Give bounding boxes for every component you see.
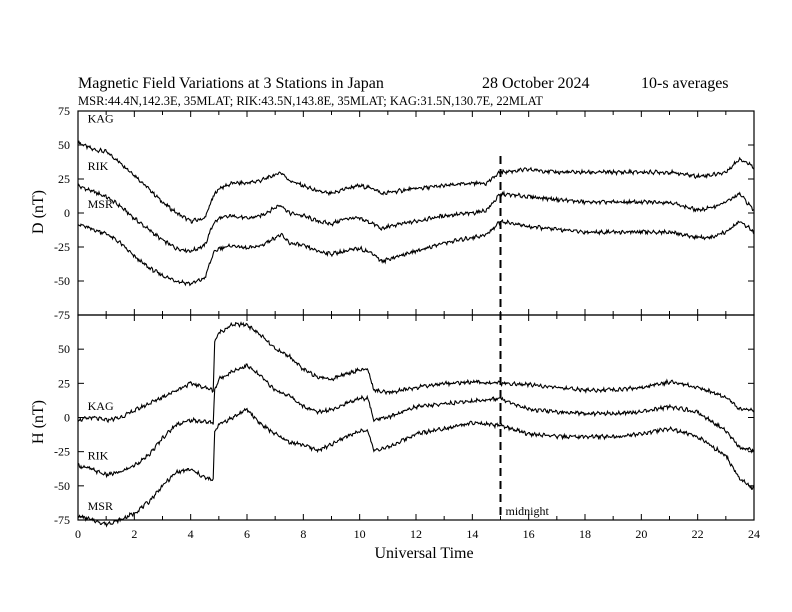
y-tick-label: 50 — [58, 342, 70, 356]
y-tick-label: -50 — [54, 274, 70, 288]
x-tick-label: 14 — [466, 527, 478, 541]
stations-subtitle: MSR:44.4N,142.3E, 35MLAT; RIK:43.5N,143.… — [78, 94, 543, 108]
x-tick-label: 18 — [579, 527, 591, 541]
x-tick-label: 2 — [131, 527, 137, 541]
chart-date: 28 October 2024 — [482, 75, 590, 92]
series-line-rik — [77, 183, 755, 254]
y-tick-label: -75 — [54, 308, 70, 322]
y-tick-label: 50 — [58, 138, 70, 152]
y-tick-label: -75 — [54, 513, 70, 527]
y-tick-label: 75 — [58, 104, 70, 118]
series-line-msr — [77, 219, 755, 287]
x-tick-label: 10 — [354, 527, 366, 541]
series-line-kag — [77, 321, 755, 424]
series-label-kag: KAG — [88, 111, 114, 125]
series-label-msr: MSR — [88, 197, 113, 211]
x-tick-label: 4 — [188, 527, 194, 541]
x-tick-label: 22 — [692, 527, 704, 541]
x-tick-label: 16 — [523, 527, 535, 541]
series-line-rik — [77, 363, 755, 479]
midnight-label: midnight — [506, 504, 550, 518]
x-tick-label: 8 — [300, 527, 306, 541]
y-tick-label: -50 — [54, 479, 70, 493]
x-tick-label: 20 — [635, 527, 647, 541]
series-label-rik: RIK — [88, 159, 109, 173]
series-line-msr — [77, 407, 755, 528]
x-tick-label: 24 — [748, 527, 760, 541]
series-line-kag — [77, 140, 755, 224]
y-tick-label: 25 — [58, 376, 70, 390]
chart-averaging: 10-s averages — [641, 75, 729, 92]
x-tick-label: 0 — [75, 527, 81, 541]
series-label-msr: MSR — [88, 499, 113, 513]
y-axis-label-d: D (nT) — [30, 190, 47, 234]
y-tick-label: -25 — [54, 240, 70, 254]
y-tick-label: 0 — [64, 411, 70, 425]
y-tick-label: 25 — [58, 172, 70, 186]
chart-title: Magnetic Field Variations at 3 Stations … — [78, 75, 384, 92]
x-tick-label: 12 — [410, 527, 422, 541]
plot-frame — [77, 314, 755, 521]
y-tick-label: 0 — [64, 206, 70, 220]
x-tick-label: 6 — [244, 527, 250, 541]
series-label-kag: KAG — [88, 399, 114, 413]
series-label-rik: RIK — [88, 448, 109, 462]
y-tick-label: -25 — [54, 445, 70, 459]
panel-d: -75 -50 -25 0 25 50 75 KAG RIK MSR — [54, 104, 755, 322]
x-axis-label: Universal Time — [374, 545, 473, 562]
y-axis-label-h: H (nT) — [30, 400, 47, 444]
